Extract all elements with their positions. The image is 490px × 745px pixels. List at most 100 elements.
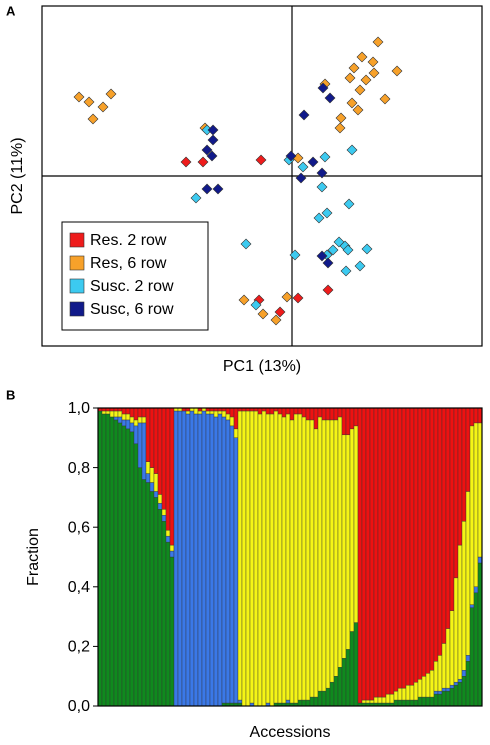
bar-segment [373,696,379,704]
bar-segment [313,407,319,430]
bar-segment [265,413,271,704]
bar-segment [293,413,299,704]
bar-segment [129,431,135,707]
bar-segment [421,696,427,707]
bar-segment [365,699,371,704]
bar-segment [449,407,455,611]
bar-segment [193,407,199,415]
bar-segment [189,410,195,707]
point [73,91,85,103]
point [343,198,355,210]
bar-segment [413,681,419,701]
bar-segment [121,407,127,415]
bar-segment [169,407,175,546]
bar-segment [137,416,143,424]
bar-segment [137,407,143,418]
point [201,144,213,156]
point [360,74,372,86]
bar-segment [229,416,235,427]
bar-segment [337,407,343,418]
bar-segment [101,413,107,707]
bar-segment [425,696,431,707]
bar-segment [105,413,111,707]
point [346,144,358,156]
bar-segment [153,473,159,492]
point [334,122,346,134]
legend-box [61,221,209,331]
point [257,308,269,320]
bar-segment [385,407,391,695]
point [317,82,329,94]
bar-segment [129,416,135,424]
bar-segment [417,678,423,698]
point [367,56,379,68]
point [316,167,328,179]
point [321,207,333,219]
point [322,284,334,296]
bar-segment [289,407,295,421]
bar-segment [381,696,387,704]
bar-segment [349,631,355,707]
point [197,156,209,168]
point [180,156,192,168]
legend-label: Susc, 6 row [90,301,174,318]
bar-segment [177,410,183,707]
bar-segment [145,482,151,707]
bar-segment [169,550,175,558]
bar-segment [449,684,455,689]
bar-segment [249,410,255,704]
bar-segment [285,413,291,701]
bar-segment [329,407,335,421]
bar-segment [137,422,143,468]
bar-segment [345,434,351,650]
point [87,113,99,125]
bar-segment [293,407,299,415]
y-axis-label: Fraction [25,528,42,586]
bar-segment [153,491,159,498]
bar-segment [309,419,315,698]
bar-segment [125,413,131,421]
legend-swatch [69,301,85,317]
point [240,238,252,250]
bar-segment [197,410,203,415]
bar-segment [461,670,467,677]
bar-segment [473,407,479,424]
bar-segment [161,407,167,510]
point [340,265,352,277]
bar-segment [257,407,263,415]
bar-segment [341,658,347,707]
bar-segment [389,693,395,704]
bar-segment [169,544,175,552]
bar-segment [209,410,215,415]
bar-segment [441,407,447,644]
bar-segment [149,491,155,707]
bar-segment [225,419,231,704]
point [372,36,384,48]
bar-segment [473,592,479,707]
legend-label: Res. 2 row [90,232,167,249]
bar-segment [197,413,203,707]
point [297,161,309,173]
bar-segment [129,422,135,433]
bar-segment [157,503,163,510]
bar-segment [313,696,319,707]
bar-segment [405,699,411,707]
bar-segment [165,529,171,537]
bar-segment [233,407,239,430]
bar-segment [145,461,151,474]
bar-segment [233,437,239,704]
point [270,314,282,326]
point [285,150,297,162]
bar-segment [433,693,439,707]
bar-segment [465,661,471,707]
bar-segment [445,690,451,707]
bar-segment [389,407,395,695]
bar-segment [157,509,163,707]
point [335,112,347,124]
bar-segment [429,407,435,671]
bar-segment [149,407,155,468]
bar-segment [205,413,211,707]
bar-segment [345,407,351,436]
bar-segment [301,407,307,418]
bar-segment [425,673,431,698]
